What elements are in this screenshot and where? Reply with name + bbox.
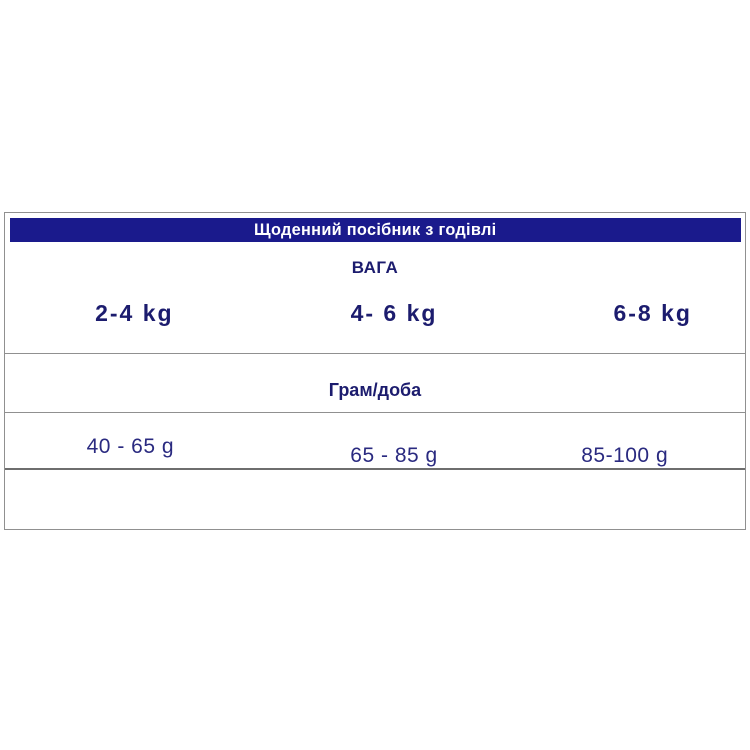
amount-column-1: 40 - 65 g bbox=[5, 435, 252, 468]
amount-values-row: 40 - 65 g 65 - 85 g 85-100 g bbox=[5, 435, 745, 468]
weight-range-3: 6-8 kg bbox=[613, 300, 692, 326]
weight-section: ВАГА 2-4 kg 4- 6 kg 6-8 kg bbox=[5, 242, 745, 353]
amount-column-2: 65 - 85 g bbox=[252, 444, 499, 468]
weight-columns-row: 2-4 kg 4- 6 kg 6-8 kg bbox=[5, 300, 745, 326]
amount-unit-label: Грам/доба bbox=[328, 380, 422, 400]
amount-column-3: 85-100 g bbox=[498, 444, 745, 468]
amount-value-2: 65 - 85 g bbox=[350, 444, 438, 467]
weight-range-2: 4- 6 kg bbox=[350, 300, 438, 326]
amount-unit-section: Грам/доба bbox=[5, 353, 745, 412]
weight-column-3: 6-8 kg bbox=[498, 300, 745, 326]
table-title: Щоденний посібник з годівлі bbox=[254, 220, 497, 239]
amount-values-section: 40 - 65 g 65 - 85 g 85-100 g bbox=[5, 412, 745, 468]
amount-value-1: 40 - 65 g bbox=[86, 435, 175, 458]
weight-header-label: ВАГА bbox=[351, 258, 399, 277]
amount-value-3: 85-100 g bbox=[581, 444, 669, 467]
table-title-bar: Щоденний посібник з годівлі bbox=[10, 218, 741, 242]
weight-column-1: 2-4 kg bbox=[5, 300, 252, 326]
empty-bottom-row bbox=[5, 468, 745, 529]
feeding-guide-table: Щоденний посібник з годівлі ВАГА 2-4 kg … bbox=[4, 212, 746, 530]
weight-range-1: 2-4 kg bbox=[95, 300, 174, 326]
weight-column-2: 4- 6 kg bbox=[252, 300, 499, 326]
